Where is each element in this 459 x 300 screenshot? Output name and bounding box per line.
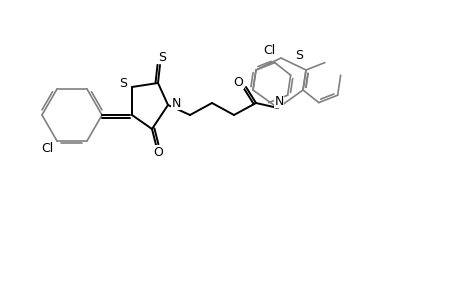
Text: N: N (171, 97, 180, 110)
Text: S: S (157, 50, 166, 64)
Text: S: S (119, 76, 127, 89)
Text: S: S (294, 49, 302, 62)
Text: N: N (274, 94, 283, 107)
Text: Cl: Cl (263, 44, 275, 57)
Text: Cl: Cl (41, 142, 53, 155)
Text: O: O (233, 76, 242, 88)
Text: O: O (153, 146, 162, 158)
